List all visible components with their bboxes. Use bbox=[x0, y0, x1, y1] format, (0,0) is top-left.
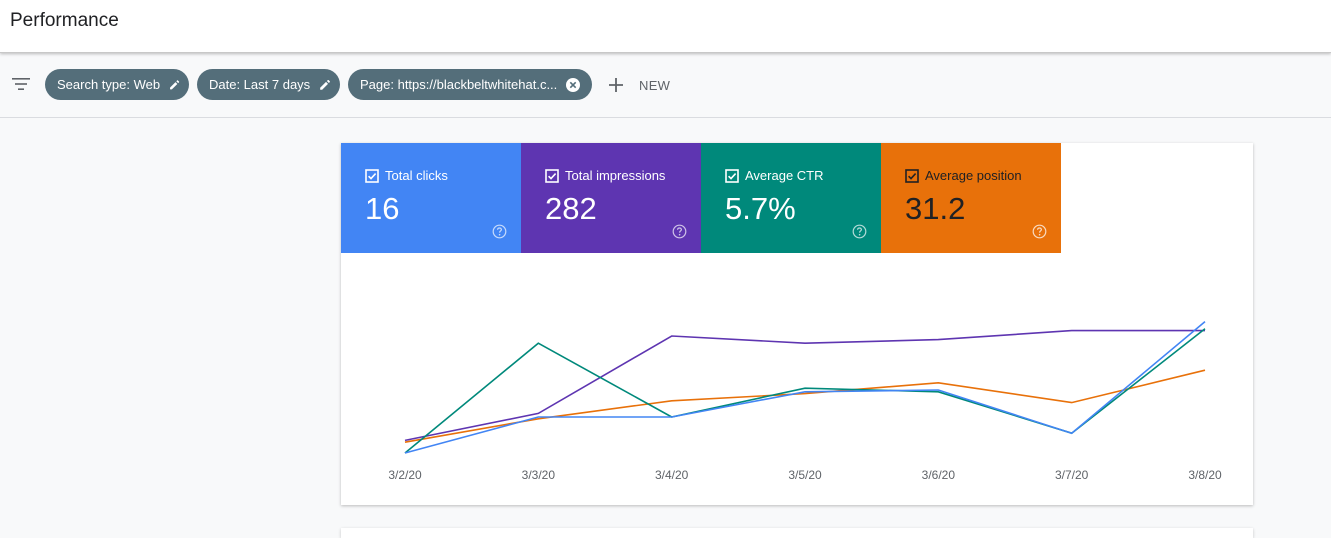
help-icon[interactable] bbox=[672, 224, 687, 239]
filter-chip-date[interactable]: Date: Last 7 days bbox=[197, 69, 340, 100]
help-icon[interactable] bbox=[492, 224, 507, 239]
metric-label: Total clicks bbox=[385, 168, 448, 183]
add-filter-button[interactable]: NEW bbox=[605, 73, 670, 97]
checkbox-checked-icon[interactable] bbox=[725, 168, 739, 183]
plus-icon bbox=[609, 78, 623, 92]
queries-card bbox=[341, 528, 1253, 538]
metric-label: Average CTR bbox=[745, 168, 824, 183]
performance-line-chart bbox=[404, 320, 1206, 454]
metric-tile-average-ctr[interactable]: Average CTR 5.7% bbox=[701, 143, 881, 253]
chip-label: Search type: Web bbox=[57, 77, 161, 92]
series-line-total-impressions bbox=[404, 329, 1205, 442]
pencil-icon[interactable] bbox=[168, 77, 181, 93]
chip-label: Page: https://blackbeltwhitehat.c... bbox=[360, 77, 558, 92]
metric-value: 16 bbox=[365, 191, 400, 226]
filter-chip-search-type[interactable]: Search type: Web bbox=[45, 69, 189, 100]
checkbox-checked-icon[interactable] bbox=[365, 168, 379, 183]
series-line-average-position bbox=[404, 369, 1206, 443]
series-line-total-clicks bbox=[404, 320, 1206, 454]
metric-tile-average-position[interactable]: Average position 31.2 bbox=[881, 143, 1061, 253]
x-tick-label: 3/5/20 bbox=[788, 468, 822, 482]
page-title: Performance bbox=[10, 10, 119, 31]
close-circle-icon[interactable] bbox=[565, 77, 581, 93]
x-tick-label: 3/2/20 bbox=[388, 468, 422, 482]
metric-tile-total-impressions[interactable]: Total impressions 282 bbox=[521, 143, 701, 253]
metric-header: Average position bbox=[905, 168, 1022, 183]
help-icon[interactable] bbox=[1032, 224, 1047, 239]
pencil-icon[interactable] bbox=[318, 77, 332, 93]
series-line-average-ctr bbox=[404, 328, 1206, 454]
metric-value: 31.2 bbox=[905, 191, 966, 226]
help-icon[interactable] bbox=[852, 224, 867, 239]
metric-label: Average position bbox=[925, 168, 1022, 183]
metric-value: 282 bbox=[545, 191, 597, 226]
x-tick-label: 3/4/20 bbox=[654, 468, 689, 482]
metric-header: Total impressions bbox=[545, 168, 665, 183]
x-tick-label: 3/3/20 bbox=[521, 468, 556, 482]
app-header: Performance bbox=[0, 0, 1331, 53]
metric-value: 5.7% bbox=[725, 191, 796, 226]
checkbox-checked-icon[interactable] bbox=[905, 168, 919, 183]
metric-header: Average CTR bbox=[725, 168, 824, 183]
x-tick-label: 3/6/20 bbox=[921, 468, 956, 482]
filter-list-icon[interactable] bbox=[11, 76, 31, 92]
add-filter-label: NEW bbox=[639, 77, 671, 93]
filter-bar: Search type: Web Date: Last 7 days Page:… bbox=[0, 54, 1331, 118]
metric-label: Total impressions bbox=[565, 168, 666, 183]
metric-tile-total-clicks[interactable]: Total clicks 16 bbox=[341, 143, 521, 253]
metric-header: Total clicks bbox=[365, 168, 448, 183]
chip-label: Date: Last 7 days bbox=[209, 77, 311, 92]
performance-chart-card: Total clicks 16 Total impressions 282 bbox=[341, 143, 1253, 505]
checkbox-checked-icon[interactable] bbox=[545, 168, 559, 183]
filter-chip-page[interactable]: Page: https://blackbeltwhitehat.c... bbox=[348, 69, 592, 100]
x-tick-label: 3/7/20 bbox=[1054, 468, 1089, 482]
x-tick-label: 3/8/20 bbox=[1188, 468, 1222, 482]
